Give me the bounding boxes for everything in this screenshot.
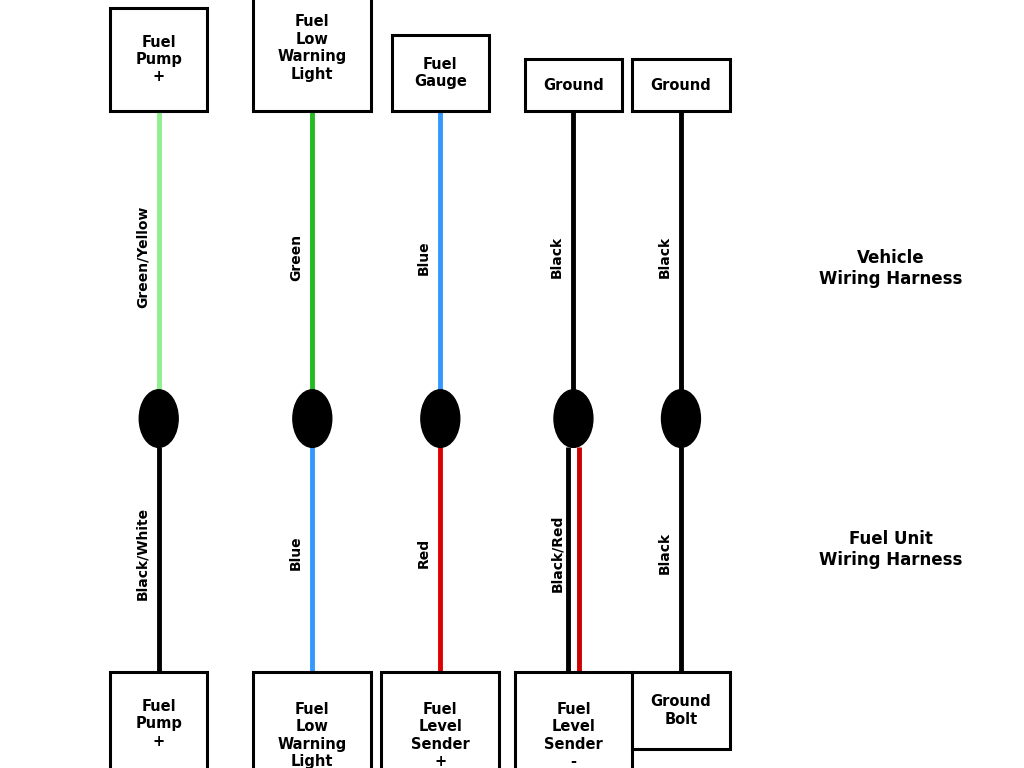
Text: Ground: Ground <box>543 78 604 93</box>
Text: Vehicle
Wiring Harness: Vehicle Wiring Harness <box>819 250 963 288</box>
Text: Black: Black <box>657 237 672 278</box>
FancyBboxPatch shape <box>254 672 371 768</box>
Text: Fuel
Low
Warning
Light: Fuel Low Warning Light <box>278 702 347 768</box>
Text: Fuel
Level
Sender
+: Fuel Level Sender + <box>411 702 470 768</box>
Text: Black: Black <box>657 532 672 574</box>
FancyBboxPatch shape <box>254 0 371 111</box>
Ellipse shape <box>139 390 178 447</box>
Text: Black/White: Black/White <box>135 506 150 600</box>
FancyBboxPatch shape <box>111 672 207 768</box>
Text: Green: Green <box>289 233 303 281</box>
FancyBboxPatch shape <box>525 59 623 111</box>
Text: Fuel
Level
Sender
-: Fuel Level Sender - <box>544 702 603 768</box>
Ellipse shape <box>554 390 593 447</box>
Text: Red: Red <box>417 538 431 568</box>
Text: Black/Red: Black/Red <box>550 515 564 591</box>
FancyBboxPatch shape <box>391 35 489 111</box>
Text: Ground: Ground <box>650 78 712 93</box>
Text: Black: Black <box>550 237 564 278</box>
FancyBboxPatch shape <box>633 672 729 749</box>
Text: Fuel
Pump
+: Fuel Pump + <box>135 699 182 749</box>
Text: Fuel
Pump
+: Fuel Pump + <box>135 35 182 84</box>
Text: Fuel Unit
Wiring Harness: Fuel Unit Wiring Harness <box>819 530 963 568</box>
Ellipse shape <box>293 390 332 447</box>
FancyBboxPatch shape <box>515 672 633 768</box>
Text: Blue: Blue <box>289 535 303 571</box>
Text: Green/Yellow: Green/Yellow <box>135 206 150 309</box>
Text: Fuel
Gauge: Fuel Gauge <box>414 57 467 89</box>
Ellipse shape <box>421 390 460 447</box>
FancyBboxPatch shape <box>633 59 729 111</box>
FancyBboxPatch shape <box>381 672 500 768</box>
Text: Fuel
Low
Warning
Light: Fuel Low Warning Light <box>278 15 347 81</box>
Ellipse shape <box>662 390 700 447</box>
FancyBboxPatch shape <box>111 8 207 111</box>
Text: Ground
Bolt: Ground Bolt <box>650 694 712 727</box>
Text: Blue: Blue <box>417 240 431 275</box>
